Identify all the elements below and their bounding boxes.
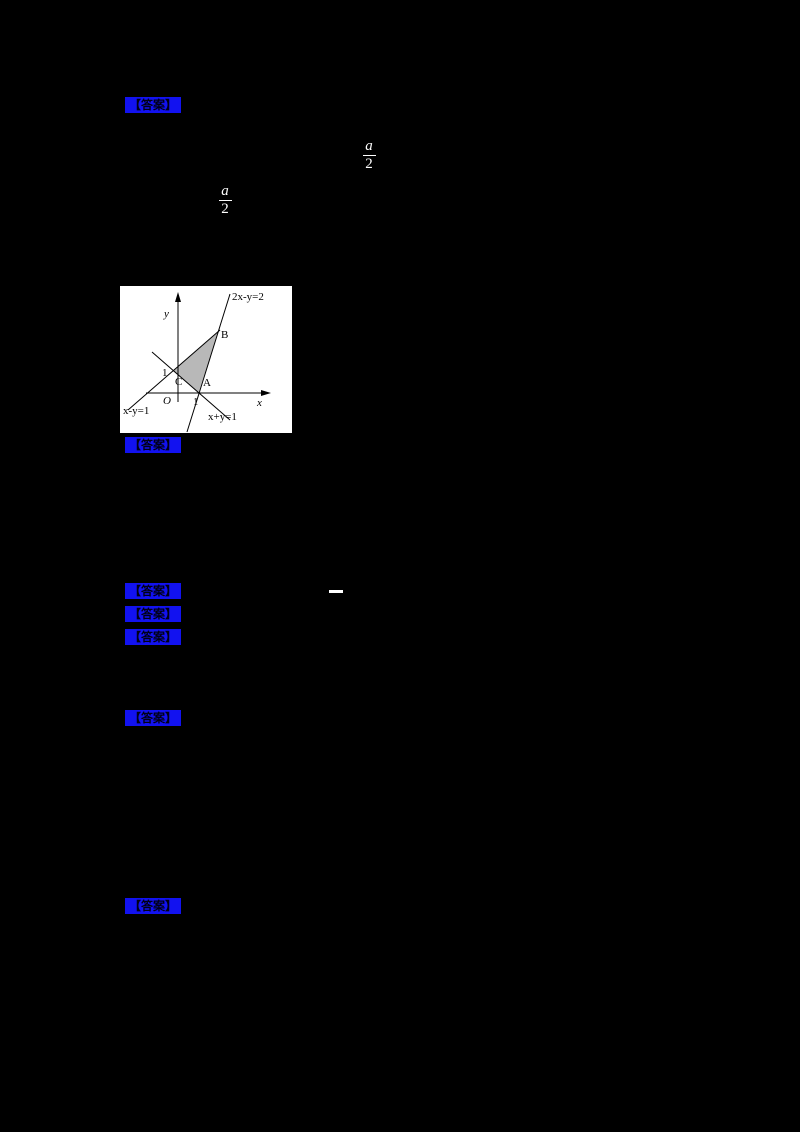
answer-label-7: 【答案】	[125, 898, 182, 914]
line2-label: x-y=1	[123, 405, 149, 417]
point-b-label: B	[221, 329, 228, 341]
line1-label: 2x-y=2	[232, 291, 264, 303]
fraction-numerator: a	[365, 138, 373, 154]
line-x-plus-y-1	[151, 351, 231, 421]
shaded-region	[173, 332, 218, 393]
y-axis-label: y	[163, 308, 169, 320]
answer-label-1: 【答案】	[125, 97, 182, 113]
feasible-region-graph: 2x-y=2 y x O 1 1 B C A x-y=1 x+y=1	[123, 291, 271, 433]
y-axis-arrow-icon	[175, 292, 181, 302]
origin-label: O	[163, 395, 171, 407]
answer-label-6: 【答案】	[125, 710, 182, 726]
fraction-bar	[218, 200, 232, 201]
fraction-a-over-2: a 2	[360, 139, 378, 172]
line-x-minus-y-1	[127, 329, 221, 411]
math-dash	[329, 590, 343, 593]
x-tick-1: 1	[193, 396, 199, 408]
fraction-denominator: 2	[221, 201, 229, 217]
point-a-label: A	[203, 377, 211, 389]
fraction-denominator: 2	[365, 156, 373, 172]
fraction-bar	[362, 155, 376, 156]
line-2x-minus-y-2	[186, 293, 231, 433]
x-axis-arrow-icon	[261, 390, 271, 396]
answer-label-2: 【答案】	[125, 437, 182, 453]
answer-label-5: 【答案】	[125, 629, 182, 645]
fraction-a-over-2: a 2	[216, 184, 234, 217]
x-axis-label: x	[256, 397, 262, 409]
answer-label-4: 【答案】	[125, 606, 182, 622]
answer-label-3: 【答案】	[125, 583, 182, 599]
fraction-numerator: a	[221, 183, 229, 199]
y-tick-1: 1	[162, 367, 168, 379]
graph-figure: 2x-y=2 y x O 1 1 B C A x-y=1 x+y=1	[120, 286, 292, 433]
point-c-label: C	[175, 376, 182, 388]
line3-label: x+y=1	[208, 411, 237, 423]
